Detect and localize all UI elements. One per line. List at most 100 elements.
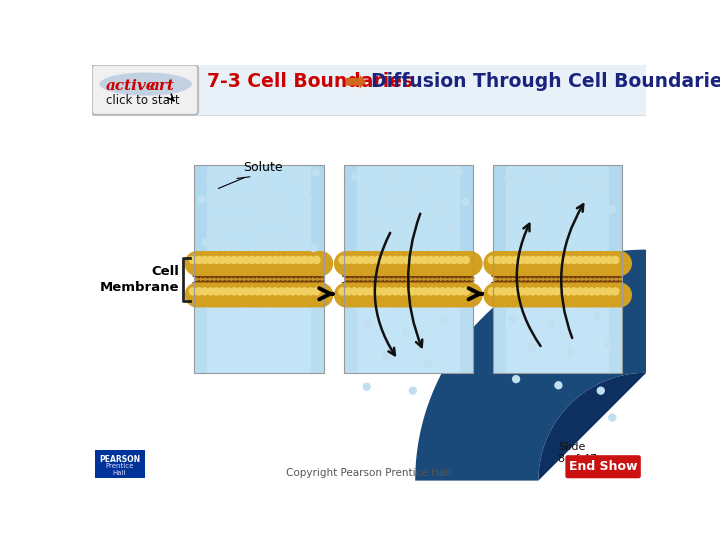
- Circle shape: [441, 283, 464, 307]
- Circle shape: [251, 194, 258, 201]
- Circle shape: [553, 288, 560, 295]
- Circle shape: [244, 252, 268, 275]
- Bar: [343, 165, 473, 256]
- Circle shape: [213, 288, 220, 295]
- Circle shape: [207, 288, 214, 295]
- Circle shape: [602, 283, 626, 307]
- Circle shape: [313, 256, 320, 264]
- Circle shape: [423, 252, 446, 275]
- Circle shape: [268, 283, 292, 307]
- Circle shape: [506, 288, 513, 295]
- Circle shape: [364, 283, 388, 307]
- Circle shape: [283, 240, 290, 247]
- Circle shape: [395, 196, 402, 203]
- Circle shape: [595, 252, 619, 275]
- Circle shape: [339, 256, 346, 264]
- Polygon shape: [539, 373, 647, 481]
- Circle shape: [238, 252, 262, 275]
- Text: art: art: [150, 79, 174, 92]
- Circle shape: [559, 256, 566, 264]
- Circle shape: [506, 256, 513, 264]
- Circle shape: [368, 256, 375, 264]
- Circle shape: [531, 252, 555, 275]
- Circle shape: [421, 177, 428, 184]
- Circle shape: [403, 256, 410, 264]
- Circle shape: [351, 288, 358, 295]
- Circle shape: [352, 252, 376, 275]
- Circle shape: [564, 256, 572, 264]
- Circle shape: [229, 242, 236, 249]
- Circle shape: [543, 283, 567, 307]
- Circle shape: [392, 256, 399, 264]
- Circle shape: [209, 283, 233, 307]
- Circle shape: [197, 252, 221, 275]
- Circle shape: [284, 288, 291, 295]
- Circle shape: [277, 200, 284, 207]
- Circle shape: [612, 256, 618, 264]
- Circle shape: [451, 256, 458, 264]
- Circle shape: [364, 252, 388, 275]
- Circle shape: [230, 288, 238, 295]
- Circle shape: [500, 256, 507, 264]
- Circle shape: [598, 387, 604, 394]
- Circle shape: [335, 283, 359, 307]
- Circle shape: [219, 256, 226, 264]
- Circle shape: [582, 288, 590, 295]
- Circle shape: [435, 283, 459, 307]
- Circle shape: [274, 252, 297, 275]
- Circle shape: [411, 252, 435, 275]
- Circle shape: [362, 288, 369, 295]
- Circle shape: [309, 252, 333, 275]
- Bar: [493, 165, 622, 256]
- Circle shape: [254, 256, 261, 264]
- Circle shape: [380, 288, 387, 295]
- Circle shape: [352, 283, 376, 307]
- Circle shape: [462, 198, 469, 205]
- Circle shape: [243, 256, 249, 264]
- Circle shape: [590, 283, 613, 307]
- Circle shape: [410, 288, 416, 295]
- Circle shape: [233, 252, 256, 275]
- Circle shape: [345, 256, 352, 264]
- Circle shape: [572, 252, 596, 275]
- Circle shape: [456, 169, 462, 176]
- Circle shape: [456, 288, 464, 295]
- Circle shape: [312, 169, 320, 176]
- Circle shape: [256, 237, 263, 244]
- Circle shape: [518, 288, 525, 295]
- Circle shape: [207, 256, 214, 264]
- Circle shape: [346, 283, 370, 307]
- Circle shape: [400, 252, 423, 275]
- Circle shape: [588, 288, 595, 295]
- Circle shape: [529, 288, 536, 295]
- Circle shape: [488, 288, 495, 295]
- Circle shape: [559, 288, 566, 295]
- Circle shape: [445, 256, 451, 264]
- Circle shape: [386, 256, 393, 264]
- Circle shape: [374, 256, 381, 264]
- Circle shape: [488, 256, 495, 264]
- Circle shape: [567, 349, 573, 356]
- Circle shape: [254, 288, 261, 295]
- Circle shape: [244, 283, 268, 307]
- Circle shape: [452, 283, 476, 307]
- Circle shape: [403, 288, 410, 295]
- Text: active: active: [106, 79, 156, 92]
- Circle shape: [410, 387, 416, 394]
- Circle shape: [452, 252, 476, 275]
- Circle shape: [289, 256, 297, 264]
- Circle shape: [356, 288, 364, 295]
- Text: Cell
Membrane: Cell Membrane: [100, 265, 179, 294]
- Circle shape: [386, 288, 393, 295]
- Circle shape: [335, 252, 359, 275]
- Circle shape: [609, 206, 616, 213]
- Circle shape: [213, 256, 220, 264]
- Circle shape: [543, 252, 567, 275]
- Text: Prentice: Prentice: [105, 463, 134, 469]
- Circle shape: [578, 283, 602, 307]
- Circle shape: [236, 288, 243, 295]
- Circle shape: [279, 283, 303, 307]
- Circle shape: [605, 341, 612, 348]
- FancyBboxPatch shape: [92, 65, 198, 115]
- Circle shape: [382, 353, 390, 360]
